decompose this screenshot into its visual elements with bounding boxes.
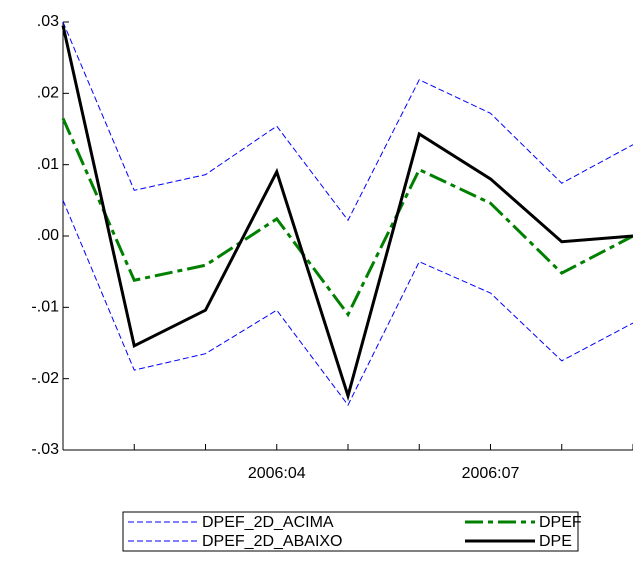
y-tick-label: .03 [37, 13, 59, 30]
y-tick-label: -.03 [31, 441, 59, 458]
series-line [61, 117, 633, 318]
series-line [62, 200, 633, 407]
legend-label: DPEF [539, 514, 582, 531]
x-tick-label: 2006:07 [462, 465, 520, 482]
y-tick-label: .01 [37, 156, 59, 173]
legend-label: DPEF_2D_ABAIXO [202, 533, 343, 550]
x-tick-label: 2006:04 [248, 465, 306, 482]
y-tick-label: .02 [37, 85, 59, 102]
series-line [62, 21, 633, 222]
y-tick-label: -.01 [31, 299, 59, 316]
y-tick-label: .00 [37, 227, 59, 244]
y-tick-label: -.02 [31, 370, 59, 387]
legend-label: DPE [539, 533, 572, 550]
legend-label: DPEF_2D_ACIMA [202, 514, 334, 531]
legend-box [122, 511, 579, 552]
series-line [61, 25, 633, 402]
